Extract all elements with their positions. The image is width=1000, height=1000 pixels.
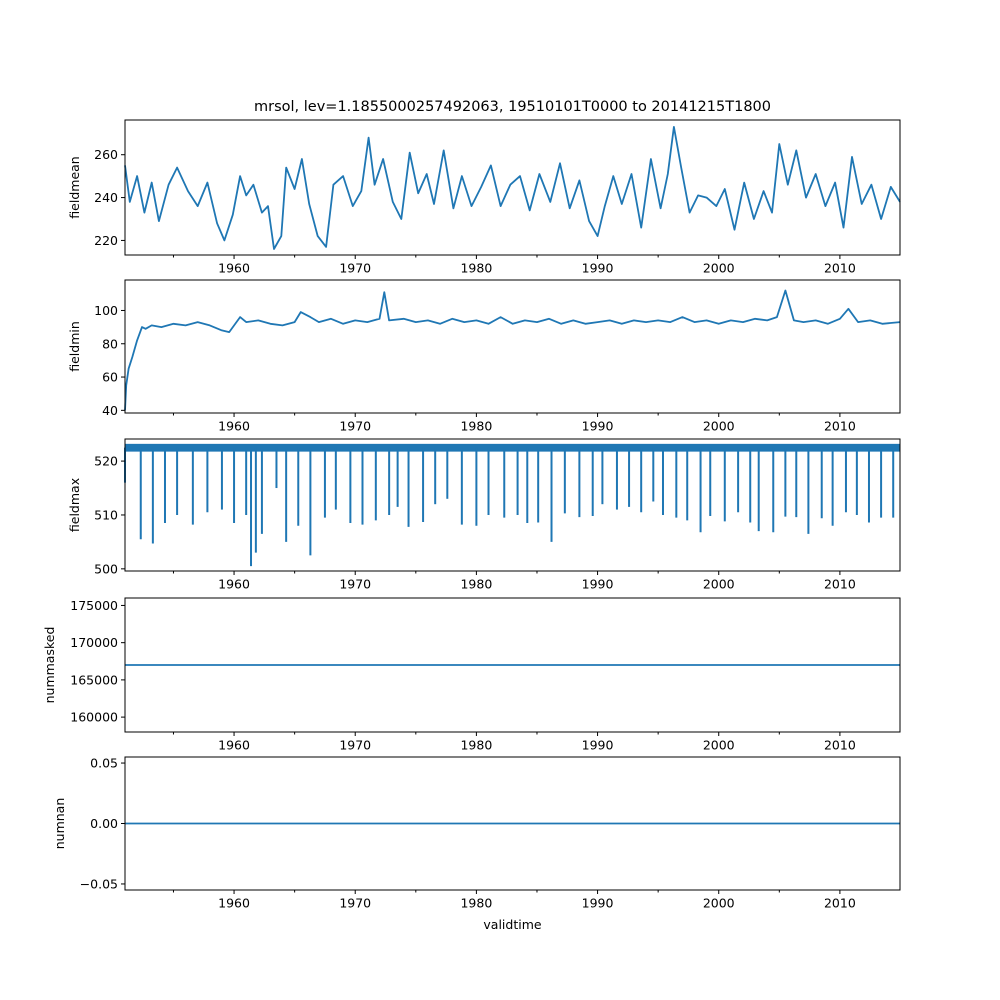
xtick-label-fieldmin-2: 1980: [460, 419, 492, 434]
chart-title: mrsol, lev=1.1855000257492063, 19510101T…: [254, 99, 771, 115]
series-line-fieldmin: [124, 289, 901, 411]
xtick-label-nummasked-0: 1960: [218, 738, 250, 753]
ytick-label-numnan-2: 0.05: [90, 756, 118, 771]
ylabel-fieldmin: fieldmin: [67, 321, 82, 372]
panel-fieldmax: 500 510 520 1960 1970 1980 1990 2000 2010 fieldma…: [67, 438, 901, 592]
ytick-label-fieldmean-2: 260: [94, 147, 118, 162]
xtick-label-numnan-2: 1980: [460, 896, 492, 911]
ytick-label-numnan-0: −0.05: [80, 876, 118, 891]
xtick-label-fieldmin-0: 1960: [218, 419, 250, 434]
xtick-label-numnan-4: 2000: [703, 896, 735, 911]
xtick-label-fieldmin-1: 1970: [339, 419, 371, 434]
ytick-label-fieldmin-2: 80: [102, 336, 118, 351]
ytick-label-numnan-1: 0.00: [90, 816, 118, 831]
xtick-label-nummasked-1: 1970: [339, 738, 371, 753]
xtick-label-fieldmax-1: 1970: [339, 577, 371, 592]
ytick-label-fieldmax-2: 520: [94, 454, 118, 469]
xtick-label-fieldmin-3: 1990: [582, 419, 614, 434]
series-line-fieldmean: [124, 126, 901, 250]
xtick-label-fieldmean-0: 1960: [218, 261, 250, 276]
axes-frame-fieldmax: [124, 438, 901, 572]
panel-fieldmean: 220 240 260 1960 1970 1980 1990 2000 2010 fieldme…: [67, 119, 901, 276]
xtick-label-fieldmax-3: 1990: [582, 577, 614, 592]
xtick-label-numnan-1: 1970: [339, 896, 371, 911]
ylabel-numnan: numnan: [52, 798, 67, 850]
ylabel-nummasked: nummasked: [42, 627, 57, 704]
ytick-label-nummasked-2: 170000: [70, 635, 118, 650]
xtick-label-nummasked-3: 1990: [582, 738, 614, 753]
axes-frame-fieldmean: [124, 119, 901, 256]
xtick-label-fieldmax-2: 1980: [460, 577, 492, 592]
ytick-label-fieldmin-3: 100: [94, 303, 118, 318]
ytick-label-nummasked-0: 160000: [70, 710, 118, 725]
ytick-label-fieldmean-0: 220: [94, 233, 118, 248]
xtick-label-nummasked-4: 2000: [703, 738, 735, 753]
ytick-label-nummasked-1: 165000: [70, 672, 118, 687]
ytick-label-fieldmax-0: 500: [94, 561, 118, 576]
xtick-label-numnan-5: 2010: [824, 896, 856, 911]
xtick-label-fieldmean-2: 1980: [460, 261, 492, 276]
axes-frame-fieldmin: [124, 279, 901, 414]
xtick-label-fieldmin-5: 2010: [824, 419, 856, 434]
ylabel-fieldmax: fieldmax: [67, 478, 82, 532]
panel-nummasked: 160000 165000 170000 175000 1960 1970 1980 1990…: [42, 597, 901, 753]
xtick-label-nummasked-2: 1980: [460, 738, 492, 753]
xlabel-numnan: validtime: [483, 917, 541, 932]
xtick-label-fieldmean-3: 1990: [582, 261, 614, 276]
ytick-label-fieldmin-1: 60: [102, 370, 118, 385]
axes-frame-nummasked: [124, 597, 901, 733]
xtick-label-nummasked-5: 2010: [824, 738, 856, 753]
xtick-label-numnan-0: 1960: [218, 896, 250, 911]
xtick-label-fieldmean-1: 1970: [339, 261, 371, 276]
ytick-label-fieldmin-0: 40: [102, 403, 118, 418]
panel-fieldmin: 40 60 80 100 1960 1970 1980 1990 2000 2010 fieldmi…: [67, 279, 901, 434]
ylabel-fieldmean: fieldmean: [67, 156, 82, 218]
xtick-label-fieldmin-4: 2000: [703, 419, 735, 434]
xtick-label-fieldmax-5: 2010: [824, 577, 856, 592]
xtick-label-numnan-3: 1990: [582, 896, 614, 911]
ytick-label-fieldmax-1: 510: [94, 507, 118, 522]
panel-numnan: −0.05 0.00 0.05 1960 1970 1980 1990 2000 2010 num…: [52, 756, 901, 932]
ytick-label-nummasked-3: 175000: [70, 598, 118, 613]
ytick-label-fieldmean-1: 240: [94, 190, 118, 205]
xtick-label-fieldmax-4: 2000: [703, 577, 735, 592]
xtick-label-fieldmean-5: 2010: [824, 261, 856, 276]
xtick-label-fieldmax-0: 1960: [218, 577, 250, 592]
series-band-fieldmax: [125, 443, 900, 452]
xtick-label-fieldmean-4: 2000: [703, 261, 735, 276]
